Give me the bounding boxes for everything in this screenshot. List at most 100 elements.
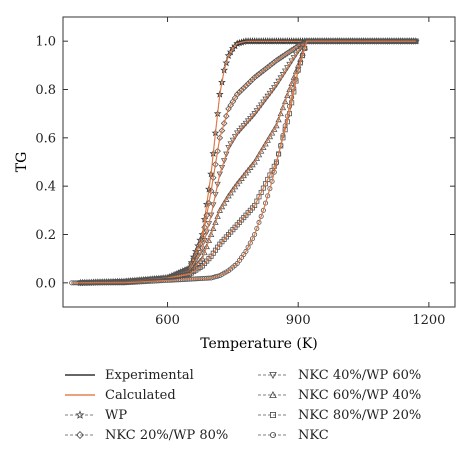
legend-item: WP bbox=[63, 407, 127, 423]
data-point-triangle-down bbox=[192, 257, 200, 264]
data-point-circle bbox=[245, 244, 251, 250]
legend-marker-diamond bbox=[76, 431, 84, 439]
data-point-triangle-down bbox=[255, 105, 263, 112]
legend-label: NKC bbox=[298, 427, 329, 443]
data-point-triangle-up bbox=[214, 213, 221, 219]
legend-swatch bbox=[65, 374, 95, 376]
data-point-triangle-up bbox=[257, 147, 265, 154]
data-point-circle bbox=[256, 219, 262, 225]
data-point-triangle-down bbox=[236, 128, 243, 134]
data-point-circle bbox=[243, 248, 249, 254]
data-point-triangle-down bbox=[295, 48, 302, 55]
data-point-circle bbox=[258, 213, 264, 219]
data-point-circle bbox=[302, 45, 308, 51]
legend-swatch bbox=[65, 410, 95, 419]
calculated-line bbox=[71, 40, 416, 284]
data-point-triangle-down bbox=[227, 141, 234, 148]
x-tick-label: 600 bbox=[155, 313, 180, 328]
data-point-triangle-up bbox=[260, 144, 267, 151]
data-point-triangle-up bbox=[271, 126, 278, 132]
data-point-triangle-down bbox=[277, 75, 284, 82]
axes-layer: 600 900 1200 0.0 0.2 0.4 0.6 0.8 1.0 bbox=[35, 17, 455, 328]
data-point-triangle-up bbox=[212, 219, 219, 225]
data-point-triangle-up bbox=[249, 161, 256, 168]
x-tick-label: 1200 bbox=[412, 313, 445, 328]
legend-swatch bbox=[65, 394, 95, 396]
x-tick-label: 900 bbox=[286, 313, 311, 328]
legend-label: NKC 80%/WP 20% bbox=[298, 407, 422, 423]
legend-label: Experimental bbox=[105, 367, 194, 383]
data-point-circle bbox=[247, 240, 253, 246]
data-point-triangle-down bbox=[271, 85, 278, 91]
data-point-circle bbox=[265, 193, 271, 199]
data-point-triangle-up bbox=[223, 196, 230, 202]
data-point-diamond bbox=[233, 91, 241, 98]
data-point-triangle-up bbox=[238, 174, 245, 181]
data-point-circle bbox=[297, 60, 303, 66]
legend-swatch bbox=[258, 391, 288, 399]
data-point-triangle-up bbox=[234, 180, 241, 187]
data-point-circle bbox=[263, 200, 269, 206]
data-point-triangle-down bbox=[275, 78, 282, 85]
data-point-triangle-down bbox=[220, 158, 228, 165]
data-point-triangle-up bbox=[255, 151, 263, 158]
legend-label: NKC 20%/WP 80% bbox=[105, 427, 229, 443]
data-point-diamond bbox=[223, 112, 230, 120]
data-point-triangle-up bbox=[218, 203, 226, 210]
data-point-triangle-up bbox=[210, 225, 217, 231]
data-point-triangle-up bbox=[268, 129, 276, 136]
data-point-triangle-up bbox=[207, 231, 215, 238]
data-point-triangle-up bbox=[205, 237, 213, 244]
data-point-triangle-down bbox=[223, 151, 230, 158]
legend-label: NKC 60%/WP 40% bbox=[298, 387, 422, 403]
data-point-triangle-up bbox=[229, 186, 237, 193]
data-point-star bbox=[226, 47, 235, 56]
data-point-triangle-up bbox=[240, 172, 247, 179]
data-point-triangle-down bbox=[229, 137, 237, 144]
data-point-triangle-down bbox=[266, 90, 274, 97]
data-point-triangle-up bbox=[244, 166, 252, 173]
data-point-triangle-up bbox=[275, 116, 282, 123]
data-point-triangle-up bbox=[279, 104, 287, 111]
data-point-circle bbox=[254, 225, 260, 231]
data-point-triangle-down bbox=[264, 93, 271, 100]
data-point-triangle-down bbox=[268, 87, 276, 94]
data-point-diamond bbox=[246, 78, 254, 85]
data-point-triangle-up bbox=[201, 249, 208, 256]
data-point-triangle-up bbox=[247, 164, 254, 170]
data-point-triangle-up bbox=[284, 92, 291, 99]
data-point-circle bbox=[260, 207, 266, 213]
data-point-triangle-down bbox=[284, 65, 291, 72]
legend-item: NKC 40%/WP 60% bbox=[256, 367, 421, 383]
legend-item: NKC 20%/WP 80% bbox=[63, 427, 228, 443]
data-point-triangle-down bbox=[249, 113, 256, 120]
data-point-diamond bbox=[218, 127, 226, 134]
data-point-triangle-down bbox=[247, 116, 254, 122]
data-point-triangle-down bbox=[281, 68, 289, 75]
data-point-triangle-up bbox=[242, 169, 250, 176]
data-point-diamond bbox=[249, 76, 256, 83]
data-point-circle bbox=[249, 236, 255, 242]
data-point-triangle-down bbox=[240, 123, 247, 130]
series-layer bbox=[69, 37, 420, 287]
data-point-diamond bbox=[220, 120, 228, 127]
data-point-triangle-down bbox=[190, 260, 197, 267]
data-point-triangle-up bbox=[262, 140, 269, 147]
data-point-triangle-down bbox=[194, 253, 202, 260]
y-tick-label: 0.4 bbox=[35, 180, 56, 195]
data-point-triangle-down bbox=[262, 96, 269, 103]
y-tick-label: 1.0 bbox=[35, 35, 56, 50]
data-point-triangle-down bbox=[288, 58, 295, 65]
data-point-triangle-down bbox=[290, 55, 298, 61]
data-point-diamond bbox=[238, 86, 245, 94]
legend-label: WP bbox=[105, 407, 128, 423]
legend-marker-star bbox=[75, 410, 85, 419]
data-point-triangle-down bbox=[286, 61, 293, 68]
data-point-diamond bbox=[244, 80, 252, 88]
legend-marker-triangle-up bbox=[269, 391, 277, 399]
data-point-diamond bbox=[242, 82, 250, 90]
y-tick-label: 0.0 bbox=[35, 276, 56, 291]
data-point-triangle-up bbox=[266, 133, 274, 140]
data-point-triangle-up bbox=[231, 183, 239, 190]
